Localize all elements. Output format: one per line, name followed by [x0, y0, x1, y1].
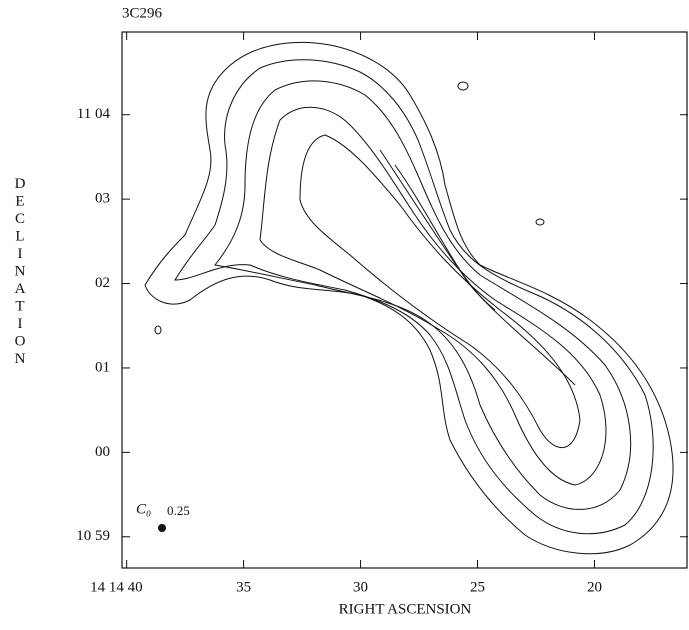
y-tick-label: 11 04	[77, 106, 111, 122]
y-tick-label: 01	[95, 359, 110, 375]
x-axis-label: RIGHT ASCENSION	[339, 601, 472, 617]
x-tick-label: 30	[353, 579, 368, 595]
y-tick-label: 10 59	[76, 528, 110, 544]
chart: C₀ 0.25 3C296 RIGHT ASCENSION DECLINATION 1…	[0, 0, 689, 630]
blob	[458, 82, 468, 90]
y-tick-label: 00	[95, 444, 110, 460]
contour	[260, 107, 606, 485]
x-tick-label: 20	[587, 579, 602, 595]
x-tick-label: 14 14 40	[90, 579, 143, 595]
contour	[175, 60, 653, 534]
blob	[155, 326, 161, 334]
x-tick-label: 25	[470, 579, 485, 595]
blob	[536, 219, 544, 225]
x-tick-label: 35	[236, 579, 251, 595]
contours	[145, 42, 673, 553]
beam-value: 0.25	[167, 503, 190, 518]
beam-label: C₀	[136, 501, 151, 517]
y-tick-label: 03	[95, 191, 110, 207]
y-tick-label: 02	[95, 275, 110, 291]
beam	[158, 524, 166, 532]
chart-title: 3C296	[122, 5, 163, 21]
outer-contour	[145, 42, 673, 553]
contour	[215, 81, 631, 509]
jet	[380, 150, 575, 385]
